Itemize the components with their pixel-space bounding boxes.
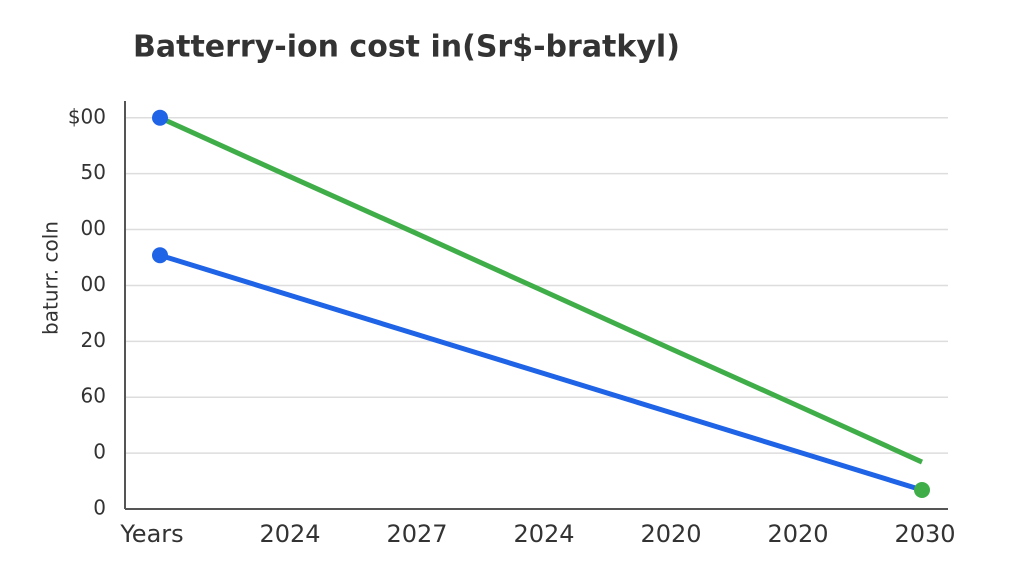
y-tick-label: 20 [81,328,106,352]
x-tick-label: 2027 [386,520,447,548]
point-marker [152,247,168,264]
x-tick-label: Years [119,520,183,548]
y-tick-label: 50 [81,160,106,184]
y-tick-label: 00 [81,216,106,240]
point-marker [152,109,168,126]
line-series [159,252,923,493]
point-marker [914,481,930,498]
y-tick-label: 60 [81,384,106,408]
y-tick-label: $00 [68,104,106,128]
y-tick-label: 00 [81,272,106,296]
line-series [158,115,924,465]
chart-title: Batterry-ion cost in(Sr$-bratkyl) [133,30,680,65]
x-tick-label: 2020 [767,520,828,548]
y-tick-label: 0 [93,440,106,464]
y-tick-label: 0 [93,496,106,520]
x-tick-label: 2024 [513,520,574,548]
x-tick-label: 2020 [640,520,701,548]
x-tick-label: 2030 [894,520,955,548]
y-axis-label: baturr. coln [39,221,63,335]
x-tick-label: 2024 [259,520,320,548]
